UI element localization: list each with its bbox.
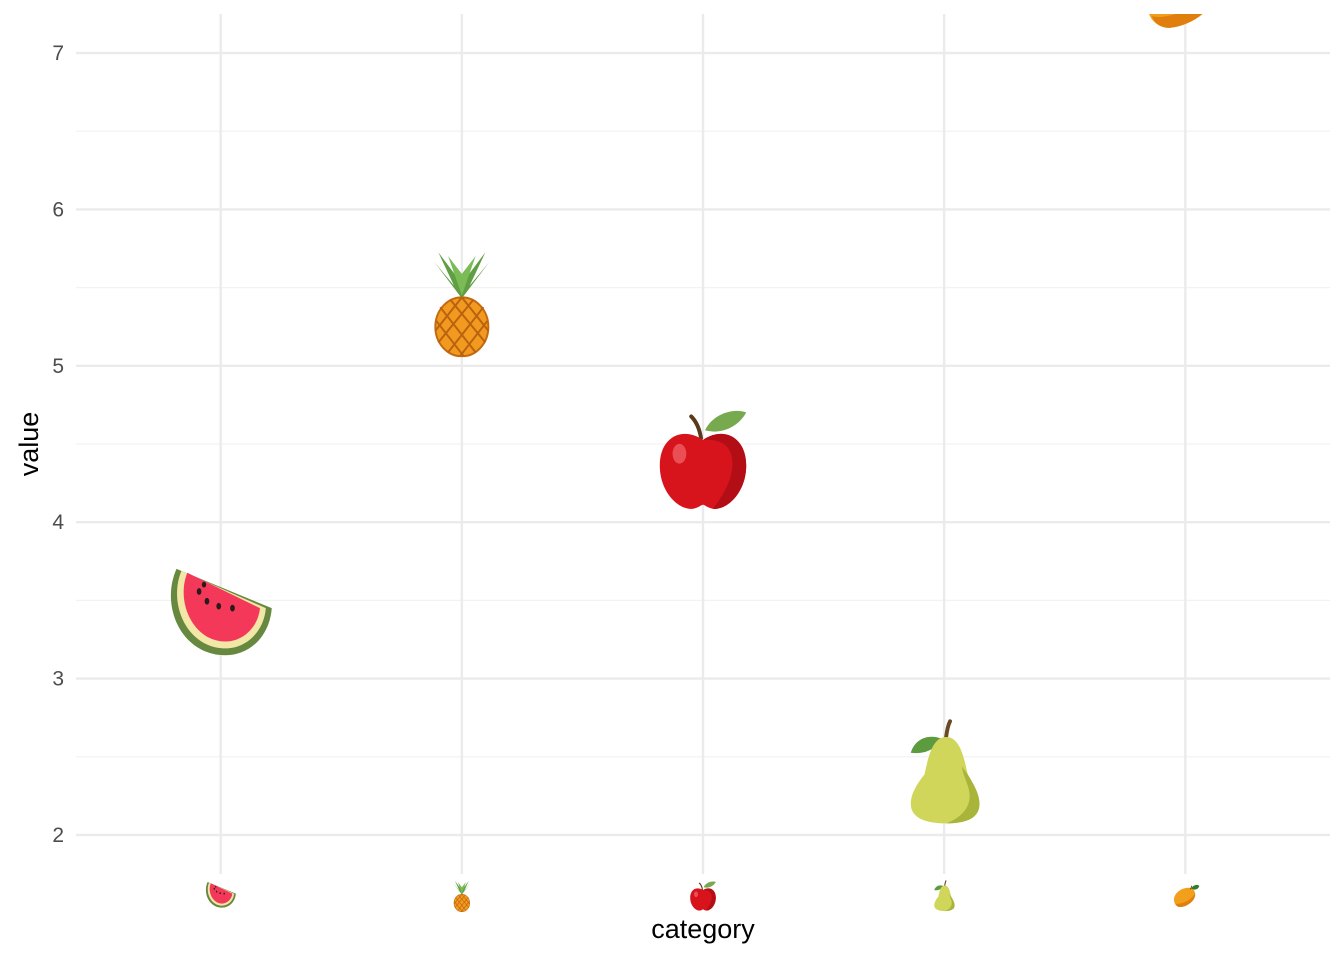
x-tick-watermelon-icon xyxy=(205,882,236,908)
data-point-mango xyxy=(1145,14,1235,30)
x-axis-title: category xyxy=(651,914,755,944)
y-axis-tick-labels: 2 3 4 5 6 7 xyxy=(52,42,64,847)
y-tick-label: 7 xyxy=(52,42,64,65)
y-tick-label: 3 xyxy=(52,668,64,691)
x-tick-mango-icon xyxy=(1173,884,1200,908)
y-axis-title: value xyxy=(14,412,44,477)
y-tick-label: 2 xyxy=(52,824,64,847)
x-tick-red-apple-icon xyxy=(689,880,717,912)
y-tick-label: 6 xyxy=(52,198,64,221)
x-tick-pineapple-icon xyxy=(453,880,471,912)
y-tick-label: 4 xyxy=(52,511,64,534)
y-tick-label: 5 xyxy=(52,355,64,378)
x-tick-pear-icon xyxy=(933,880,956,912)
data-points xyxy=(170,14,1235,823)
data-point-pear xyxy=(911,721,980,823)
x-axis-tick-labels xyxy=(205,880,1200,912)
